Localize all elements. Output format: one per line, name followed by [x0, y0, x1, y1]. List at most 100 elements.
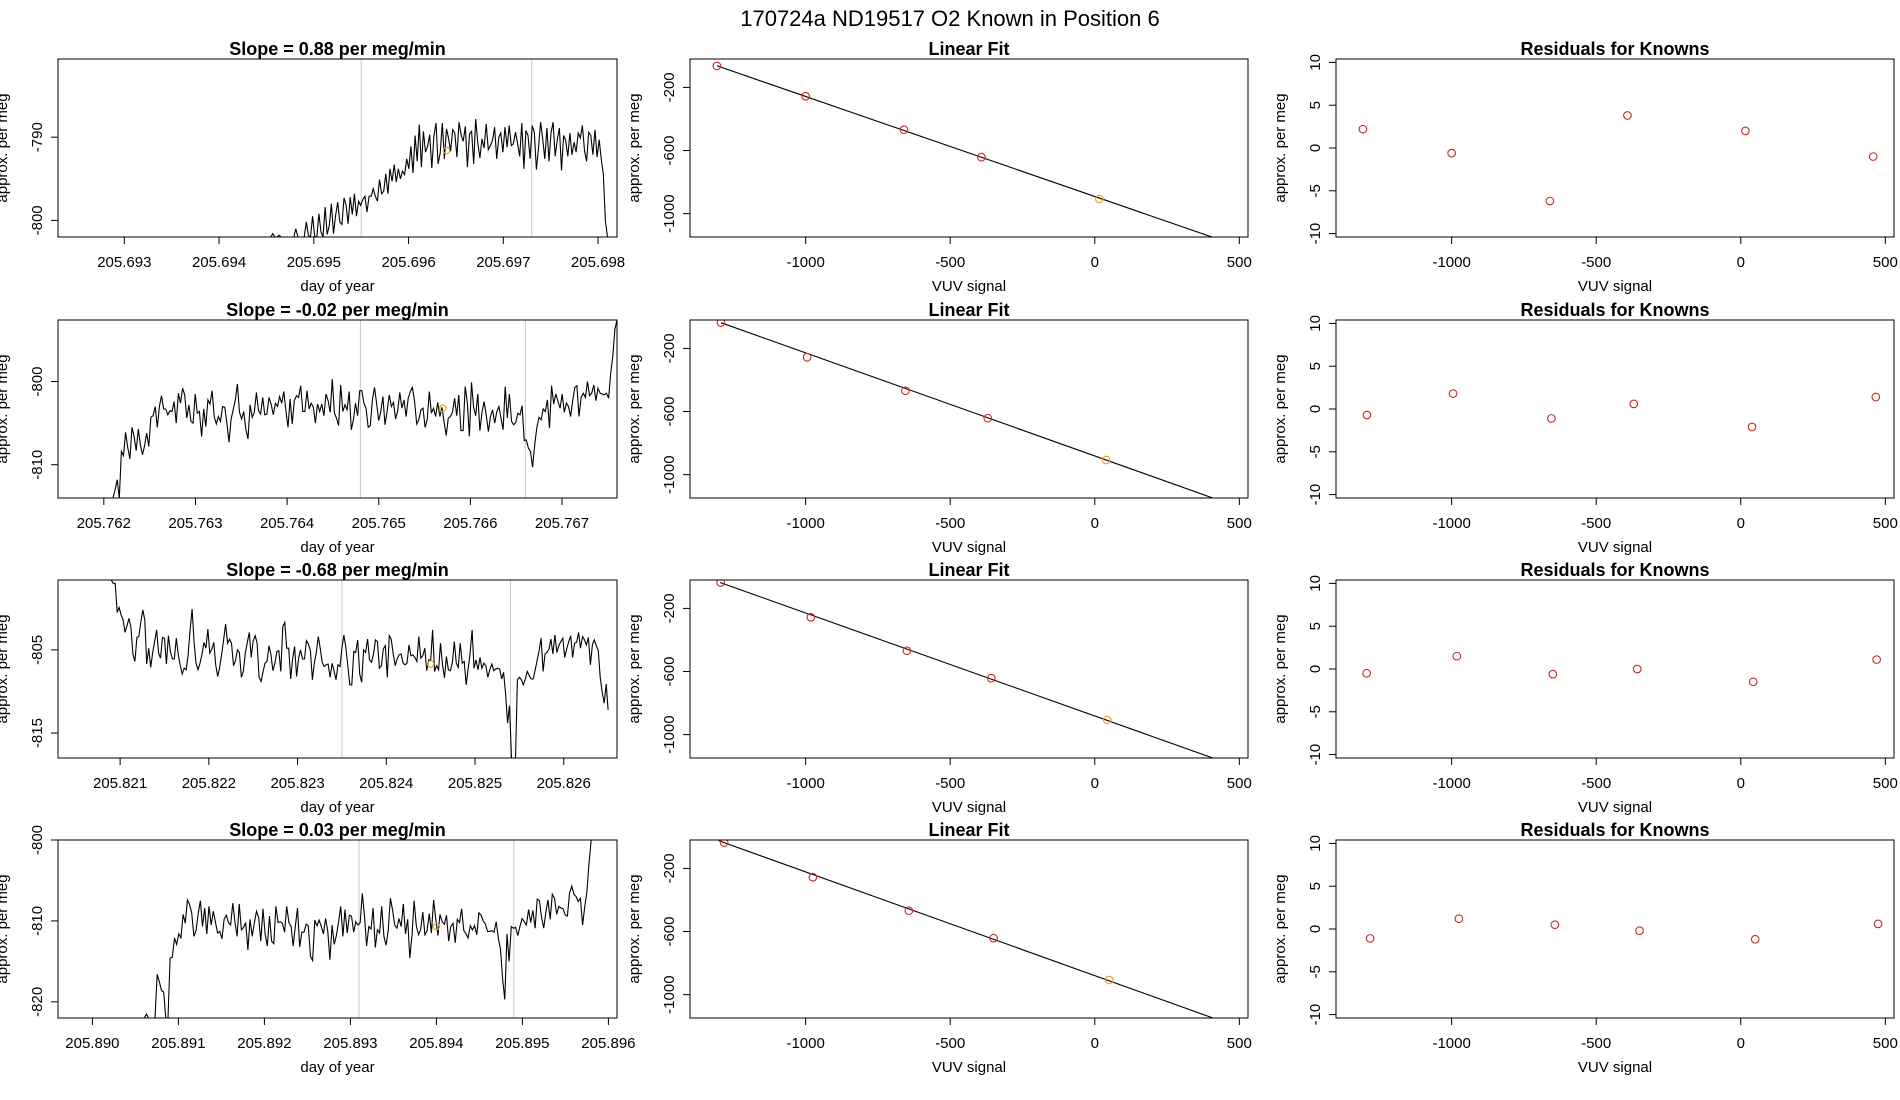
resid_panel-r4-ytick-label: -5 [1307, 965, 1324, 978]
resid_panel-r2-ytick-label: 5 [1307, 362, 1324, 370]
resid_panel-r4-residual-point [1873, 919, 1883, 929]
time_panel-r4-ytick-label: -810 [29, 906, 46, 936]
fit_panel-r3-known-point [1102, 715, 1112, 725]
fit_panel-r4-xtick-label: 500 [1227, 1035, 1252, 1052]
resid_panel-r3-title: Residuals for Knowns [1520, 560, 1709, 580]
time-panel-row2: Slope = -0.02 per meg/min day of year appr… [0, 300, 618, 556]
time_panel-r4-known-marker [432, 922, 441, 931]
resid_panel-r1-xlabel: VUV signal [1578, 278, 1652, 295]
fit_panel-r4-point [989, 933, 998, 943]
figure-supertitle: 170724a ND19517 O2 Known in Position 6 [740, 6, 1160, 31]
time_panel-r1-xtick-label: 205.695 [287, 254, 341, 271]
resid_panel-r1-xtick-label: 0 [1737, 254, 1745, 271]
time_panel-r4-ylabel: approx. per meg [0, 874, 11, 983]
resid_panel-r1-residual-point [1868, 152, 1878, 161]
resid_panel-r2-plot-area [1362, 389, 1881, 432]
time_panel-r1-plot-area [124, 59, 609, 237]
fit_panel-r3-xtick-label: -1000 [786, 775, 824, 792]
fit_panel-r1-point [712, 61, 722, 71]
resid_panel-r3-ylabel: approx. per meg [1272, 614, 1289, 723]
resid_panel-r4-xlabel: VUV signal [1578, 1059, 1652, 1076]
fit_panel-r4-ytick-label: -600 [661, 917, 678, 947]
time_panel-r3-xtick-label: 205.826 [537, 775, 591, 792]
resid_panel-r1-residual-point [1447, 148, 1456, 158]
fit_panel-r1-ylabel: approx. per meg [626, 93, 643, 202]
resid_panel-r3-xtick-label: 0 [1737, 775, 1745, 792]
fit_panel-r2-ylabel: approx. per meg [626, 354, 643, 463]
fit_panel-r4-known-point [1104, 975, 1114, 985]
time_panel-r1-xtick-label: 205.696 [381, 254, 435, 271]
fit_panel-r2-ytick-label: -200 [661, 333, 678, 363]
fit_panel-r1-point [1223, 238, 1231, 246]
resid_panel-r4-ytick-label: 10 [1307, 835, 1324, 852]
fit_panel-r1-point [899, 125, 909, 135]
fit_panel-r3-ytick-label: -200 [661, 593, 678, 623]
time_panel-r2-ytick-label: -810 [29, 450, 46, 480]
fit_panel-r2-title: Linear Fit [928, 300, 1009, 320]
resid_panel-r3-residual-point [1632, 664, 1642, 674]
resid_panel-r1-ytick-label: -10 [1307, 223, 1324, 245]
resid_panel-r3-ytick-label: -10 [1307, 744, 1324, 766]
resid_panel-r2-residual-point [1547, 414, 1556, 423]
time_panel-r1-ytick-label: -790 [29, 122, 46, 152]
chart-panels: Slope = 0.88 per meg/min day of year appro… [0, 39, 1898, 1076]
fit_panel-r3-ytick-label: -600 [661, 657, 678, 687]
resid_panel-r4-plot-area [1365, 914, 1883, 944]
time_panel-r3-xtick-label: 205.822 [182, 775, 236, 792]
resid_panel-r4-residual-point [1550, 920, 1560, 930]
fit_panel-r2-xtick-label: -1000 [786, 515, 824, 532]
fit_panel-r3-fit-line [719, 582, 1215, 758]
resid_panel-r4-residual-point [1365, 934, 1375, 943]
time_panel-r3-known-marker [426, 660, 435, 668]
resid_panel-r4-xtick-label: 0 [1737, 1035, 1745, 1052]
fit_panel-r2-frame [689, 319, 1249, 499]
resid_panel-r3-xtick-label: 500 [1873, 775, 1898, 792]
fit_panel-r2-known-point [1101, 455, 1111, 465]
fit_panel-r4-point [808, 872, 818, 882]
resid_panel-r3-frame [1335, 579, 1895, 759]
resid_panel-r1-residual-point [1545, 196, 1555, 206]
resid_panel-r1-residual-point [1358, 124, 1368, 134]
resid_panel-r1-ytick-label: -5 [1307, 184, 1324, 197]
fit_panel-r3-xlabel: VUV signal [932, 799, 1006, 816]
time_panel-r4-trace-line [92, 840, 592, 1018]
resid_panel-r1-ylabel: approx. per meg [1272, 93, 1289, 202]
fit_panel-r3-point [716, 580, 725, 587]
fit-panel-row1: Linear Fit VUV signal approx. per meg -1000… [626, 39, 1252, 295]
resid-panel-row1: Residuals for Knowns VUV signal approx. pe… [1272, 39, 1898, 295]
fit_panel-r3-ytick-label: -1000 [661, 715, 678, 753]
resid_panel-r2-residual-point [1629, 399, 1639, 409]
fit_panel-r1-xtick-label: 500 [1227, 254, 1252, 271]
fit_panel-r4-fit-line [718, 840, 1215, 1018]
time_panel-r2-xtick-label: 205.762 [77, 515, 131, 532]
fit_panel-r1-ytick-label: -1000 [661, 194, 678, 232]
resid_panel-r2-title: Residuals for Knowns [1520, 300, 1709, 320]
time_panel-r2-known-marker [439, 404, 447, 412]
resid_panel-r2-xtick-label: 0 [1737, 515, 1745, 532]
resid_panel-r1-frame [1335, 58, 1895, 238]
fit_panel-r4-frame [689, 839, 1249, 1019]
time_panel-r2-frame [57, 319, 618, 499]
fit-panel-row3: Linear Fit VUV signal approx. per meg -1000… [626, 560, 1252, 816]
time_panel-r3-ytick-label: -815 [29, 718, 46, 748]
resid_panel-r3-residual-point [1362, 668, 1371, 678]
fit_panel-r1-xlabel: VUV signal [932, 278, 1006, 295]
time_panel-r1-xtick-label: 205.697 [476, 254, 530, 271]
fit_panel-r1-frame [689, 58, 1249, 238]
time_panel-r1-title: Slope = 0.88 per meg/min [229, 39, 446, 59]
fit_panel-r4-xtick-label: -1000 [786, 1035, 824, 1052]
time_panel-r3-xtick-label: 205.823 [270, 775, 324, 792]
time_panel-r2-ylabel: approx. per meg [0, 354, 11, 463]
resid_panel-r3-xtick-label: -1000 [1432, 775, 1470, 792]
fit_panel-r3-xtick-label: 0 [1091, 775, 1099, 792]
resid_panel-r3-xlabel: VUV signal [1578, 799, 1652, 816]
resid_panel-r1-ytick-label: 10 [1307, 54, 1324, 71]
fit_panel-r3-xtick-label: 500 [1227, 775, 1252, 792]
time-panel-row1: Slope = 0.88 per meg/min day of year appro… [0, 39, 625, 295]
time_panel-r2-xtick-label: 205.767 [535, 515, 589, 532]
time_panel-r3-ytick-label: -805 [29, 635, 46, 665]
time_panel-r2-plot-area [112, 320, 617, 498]
time_panel-r4-xtick-label: 205.890 [65, 1035, 119, 1052]
resid_panel-r2-xtick-label: -1000 [1432, 515, 1470, 532]
resid_panel-r2-residual-point [1871, 392, 1881, 402]
